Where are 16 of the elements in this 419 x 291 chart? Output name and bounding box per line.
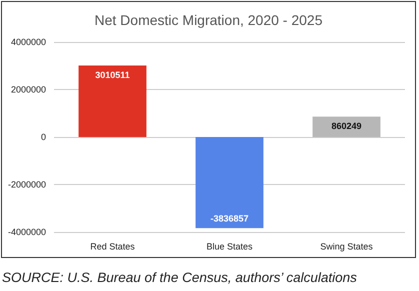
y-tick-label: -4000000 [8, 227, 46, 237]
y-tick-label: 2000000 [10, 84, 46, 94]
data-label: 3010511 [95, 70, 130, 80]
bar [196, 137, 264, 228]
x-tick-label: Blue States [206, 242, 254, 252]
data-label: 860249 [331, 121, 362, 132]
bar [312, 116, 380, 137]
bar [78, 66, 146, 137]
source-note: SOURCE: U.S. Bureau of the Census, authors’ calculations [2, 270, 357, 285]
x-tick-label: Swing States [320, 242, 374, 252]
y-tick-label: -2000000 [8, 180, 46, 190]
y-tick-label: 0 [40, 132, 46, 142]
data-label: -3836857 [210, 214, 249, 224]
x-tick-label: Red States [90, 242, 136, 252]
y-tick-label: 4000000 [10, 37, 46, 47]
chart-title: Net Domestic Migration, 2020 - 2025 [94, 12, 323, 28]
